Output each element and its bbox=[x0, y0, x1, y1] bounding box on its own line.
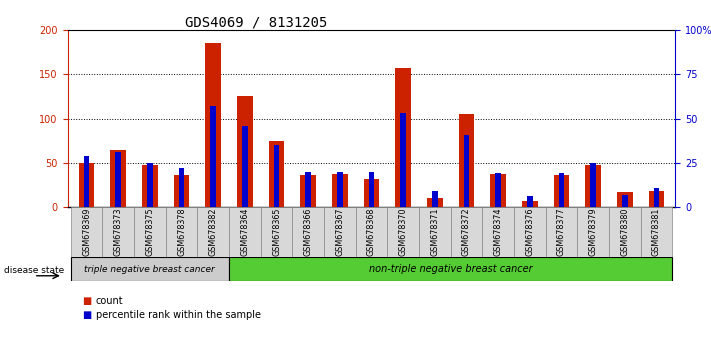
Text: GSM678374: GSM678374 bbox=[493, 207, 503, 256]
Text: GDS4069 / 8131205: GDS4069 / 8131205 bbox=[185, 16, 327, 30]
Bar bbox=[269, 141, 284, 207]
FancyBboxPatch shape bbox=[198, 207, 229, 257]
Bar bbox=[590, 163, 596, 207]
Bar bbox=[173, 175, 189, 207]
Bar bbox=[496, 173, 501, 207]
Bar bbox=[459, 114, 474, 207]
Text: GSM678368: GSM678368 bbox=[367, 208, 376, 256]
FancyBboxPatch shape bbox=[577, 207, 609, 257]
Text: GSM678366: GSM678366 bbox=[304, 208, 313, 256]
Text: GSM678370: GSM678370 bbox=[399, 207, 407, 256]
Text: GSM678369: GSM678369 bbox=[82, 207, 91, 256]
Bar bbox=[110, 149, 126, 207]
Text: GSM678373: GSM678373 bbox=[114, 207, 123, 256]
Bar bbox=[178, 168, 184, 207]
FancyBboxPatch shape bbox=[70, 257, 229, 281]
Bar bbox=[648, 191, 664, 207]
Bar bbox=[400, 113, 406, 207]
Bar bbox=[585, 166, 601, 207]
Text: GSM678380: GSM678380 bbox=[620, 208, 629, 256]
Text: GSM678365: GSM678365 bbox=[272, 207, 281, 256]
FancyBboxPatch shape bbox=[514, 207, 545, 257]
Text: GSM678378: GSM678378 bbox=[177, 207, 186, 256]
Bar bbox=[559, 173, 565, 207]
Bar bbox=[395, 68, 411, 207]
Bar bbox=[79, 163, 95, 207]
Text: count: count bbox=[96, 296, 124, 306]
Bar bbox=[300, 175, 316, 207]
Text: ■: ■ bbox=[82, 310, 91, 320]
FancyBboxPatch shape bbox=[292, 207, 324, 257]
Bar bbox=[210, 106, 216, 207]
Bar bbox=[527, 196, 533, 207]
FancyBboxPatch shape bbox=[387, 207, 419, 257]
Text: disease state: disease state bbox=[4, 266, 64, 275]
FancyBboxPatch shape bbox=[229, 207, 261, 257]
Text: ■: ■ bbox=[82, 296, 91, 306]
FancyBboxPatch shape bbox=[324, 207, 356, 257]
Text: GSM678376: GSM678376 bbox=[525, 207, 534, 256]
Bar bbox=[115, 152, 121, 207]
Bar bbox=[142, 165, 158, 207]
Bar bbox=[337, 172, 343, 207]
Bar bbox=[237, 96, 253, 207]
FancyBboxPatch shape bbox=[166, 207, 198, 257]
Bar bbox=[432, 191, 438, 207]
Bar bbox=[427, 198, 443, 207]
Text: GSM678379: GSM678379 bbox=[589, 207, 598, 256]
Text: GSM678371: GSM678371 bbox=[430, 207, 439, 256]
Bar bbox=[363, 179, 380, 207]
Text: GSM678382: GSM678382 bbox=[209, 207, 218, 256]
Bar bbox=[464, 135, 469, 207]
FancyBboxPatch shape bbox=[134, 207, 166, 257]
FancyBboxPatch shape bbox=[102, 207, 134, 257]
Bar bbox=[622, 195, 628, 207]
FancyBboxPatch shape bbox=[356, 207, 387, 257]
FancyBboxPatch shape bbox=[482, 207, 514, 257]
Text: GSM678377: GSM678377 bbox=[557, 207, 566, 256]
FancyBboxPatch shape bbox=[419, 207, 451, 257]
FancyBboxPatch shape bbox=[641, 207, 673, 257]
FancyBboxPatch shape bbox=[70, 207, 102, 257]
Text: percentile rank within the sample: percentile rank within the sample bbox=[96, 310, 261, 320]
Text: GSM678375: GSM678375 bbox=[145, 207, 154, 256]
FancyBboxPatch shape bbox=[451, 207, 482, 257]
Text: GSM678372: GSM678372 bbox=[462, 207, 471, 256]
Text: non-triple negative breast cancer: non-triple negative breast cancer bbox=[369, 264, 533, 274]
Text: GSM678367: GSM678367 bbox=[336, 207, 344, 256]
FancyBboxPatch shape bbox=[229, 257, 673, 281]
Text: GSM678381: GSM678381 bbox=[652, 208, 661, 256]
FancyBboxPatch shape bbox=[609, 207, 641, 257]
Bar bbox=[332, 175, 348, 207]
Bar bbox=[84, 156, 90, 207]
Bar bbox=[490, 175, 506, 207]
Text: triple negative breast cancer: triple negative breast cancer bbox=[85, 264, 215, 274]
Bar bbox=[653, 188, 659, 207]
Bar bbox=[305, 172, 311, 207]
Bar bbox=[274, 145, 279, 207]
Bar bbox=[554, 175, 570, 207]
Bar bbox=[242, 126, 247, 207]
Bar bbox=[368, 172, 375, 207]
Bar bbox=[205, 44, 221, 207]
FancyBboxPatch shape bbox=[545, 207, 577, 257]
Text: GSM678364: GSM678364 bbox=[240, 208, 250, 256]
Bar bbox=[147, 163, 153, 207]
Bar bbox=[522, 201, 538, 207]
FancyBboxPatch shape bbox=[261, 207, 292, 257]
Bar bbox=[617, 192, 633, 207]
